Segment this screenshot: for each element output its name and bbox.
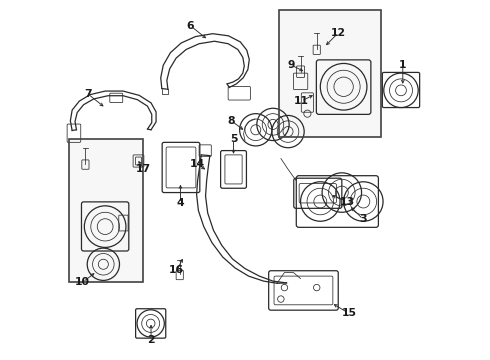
Text: 15: 15 (342, 309, 357, 318)
Text: 1: 1 (399, 60, 407, 70)
Bar (279, 10, 381, 137)
Text: 7: 7 (84, 89, 92, 99)
Text: 5: 5 (230, 134, 237, 144)
Text: 17: 17 (136, 164, 151, 174)
Bar (69, 139, 143, 282)
Bar (279, 10, 381, 137)
Text: 8: 8 (228, 116, 235, 126)
Text: 16: 16 (170, 265, 184, 275)
Text: 12: 12 (331, 28, 346, 38)
Text: 2: 2 (147, 334, 155, 345)
Text: 11: 11 (294, 96, 309, 106)
Bar (69, 139, 143, 282)
Text: 9: 9 (288, 60, 295, 70)
Text: 4: 4 (176, 198, 184, 208)
Text: 10: 10 (75, 277, 90, 287)
Text: 3: 3 (360, 215, 367, 224)
Text: 6: 6 (187, 21, 195, 31)
Text: 13: 13 (340, 197, 355, 207)
Text: 14: 14 (189, 159, 204, 169)
